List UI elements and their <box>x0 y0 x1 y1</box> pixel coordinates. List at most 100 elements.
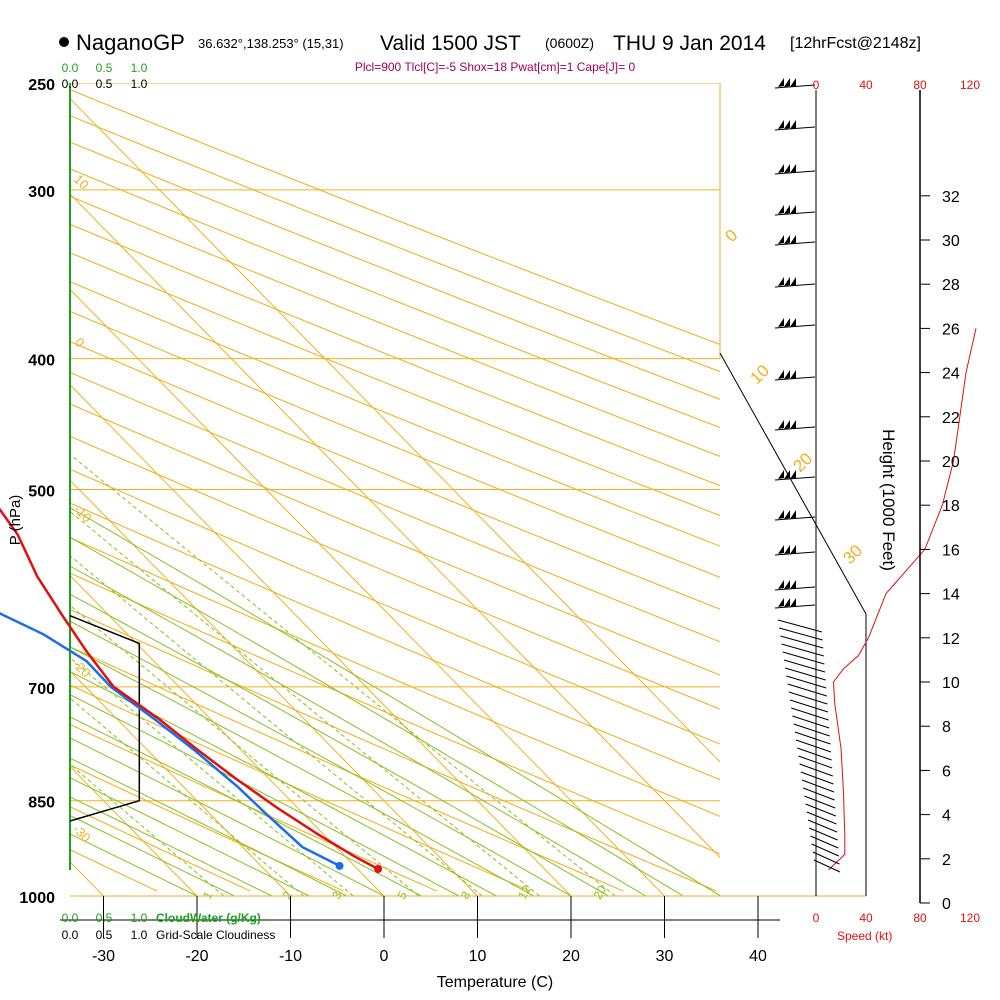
wind-barb <box>780 635 824 649</box>
wind-barb-flag <box>784 235 790 244</box>
wind-barb <box>774 426 816 431</box>
isotherm-label: 30 <box>839 541 866 568</box>
isotherm-line <box>70 193 720 858</box>
wind-barb <box>774 551 816 556</box>
svg-text:1.0: 1.0 <box>131 911 148 925</box>
isotherm-label-left: 10 <box>71 172 92 193</box>
moist-adiabat-line <box>70 536 684 896</box>
height-tick-label: 32 <box>942 189 960 206</box>
dewpoint-trace <box>0 612 341 868</box>
wind-barb-flag <box>784 164 790 173</box>
svg-text:120: 120 <box>960 78 980 92</box>
wind-barb-flag <box>790 277 796 286</box>
height-tick-label: 18 <box>942 498 960 515</box>
wind-barb-flag <box>784 120 790 129</box>
wind-barb-flag <box>790 78 796 87</box>
wind-barb-flag <box>778 545 784 554</box>
valid-date: THU 9 Jan 2014 <box>613 32 766 55</box>
wind-barb-flag <box>790 598 796 607</box>
wind-barb <box>797 747 832 761</box>
wind-barb <box>813 859 841 873</box>
svg-text:80: 80 <box>913 911 927 925</box>
height-tick-label: 22 <box>942 410 960 427</box>
pressure-tick-label: 250 <box>28 77 55 94</box>
dry-adiabat-line <box>70 340 720 610</box>
height-tick-label: 16 <box>942 542 960 559</box>
wind-barb-flag <box>778 235 784 244</box>
dry-adiabat-line <box>70 502 720 781</box>
wind-panel-diagonal <box>719 352 867 615</box>
dry-adiabat-line <box>70 468 720 745</box>
station-coords: 36.632°,138.253° (15,31) <box>198 36 344 51</box>
wind-barb-flag <box>778 277 784 286</box>
svg-text:1.0: 1.0 <box>131 928 148 942</box>
height-tick-label: 20 <box>942 454 960 471</box>
isotherm-line <box>70 574 385 896</box>
speed-scale-top: 0 40 80 120 <box>813 78 981 92</box>
height-tick-label: 26 <box>942 321 960 338</box>
isotherm-line <box>0 83 10 896</box>
wind-barb <box>774 324 816 329</box>
wind-barb-flag <box>790 318 796 327</box>
wind-barb <box>774 604 816 609</box>
wind-barb <box>805 803 836 817</box>
cloudwater-scale-top: 0.0 0.5 1.0 0.0 0.5 1.0 <box>62 61 148 91</box>
wind-barb-flag <box>778 420 784 429</box>
moist-adiabat-line <box>70 777 310 896</box>
isotherm-line <box>70 97 720 763</box>
isotherm-label: 20 <box>789 449 816 476</box>
wind-barb-flag <box>784 470 790 479</box>
wind-barb <box>795 739 832 753</box>
y-axis-title: P (hPa) <box>7 495 24 546</box>
speed-label: Speed (kt) <box>837 929 892 943</box>
cloudiness-label: Grid-Scale Cloudiness <box>156 928 275 942</box>
height-tick-label: 30 <box>942 233 960 250</box>
wind-barb-flag <box>778 205 784 214</box>
dry-adiabat-line <box>70 684 531 892</box>
wind-barb <box>798 755 833 769</box>
moist-adiabat-line <box>70 796 273 896</box>
wind-barb <box>774 476 816 481</box>
pressure-tick-label: 850 <box>28 795 55 812</box>
dry-adiabat-line <box>70 646 624 892</box>
dry-adiabat-line <box>70 168 720 429</box>
cloudwater-label: CloudWater (g/Kg) <box>156 911 261 925</box>
temp-tick-label: 20 <box>562 948 580 965</box>
wind-barb <box>799 763 833 777</box>
height-tick-label: 8 <box>942 719 951 736</box>
moist-adiabat-line <box>70 593 609 896</box>
height-axis-title: Height (1000 Feet) <box>879 429 898 571</box>
pressure-tick-label: 300 <box>28 184 55 201</box>
mixing-ratio-line <box>70 510 540 896</box>
isotherm-line <box>70 479 478 896</box>
cloudiness-trace <box>69 615 141 822</box>
wind-barb <box>774 84 816 89</box>
wind-barb <box>774 170 816 175</box>
height-tick-label: 6 <box>942 763 951 780</box>
moist-adiabat-line <box>70 670 497 896</box>
dry-adiabat-line <box>70 89 720 345</box>
stability-indices: Plcl=900 Tlcl[C]=-5 Shox=18 Pwat[cm]=1 C… <box>355 60 636 74</box>
wind-barb-flag <box>790 545 796 554</box>
mixing-ratio-label: 1 <box>200 889 216 902</box>
dry-adiabat-line <box>70 115 720 373</box>
height-tick-label: 14 <box>942 587 960 604</box>
wind-barb <box>774 516 816 521</box>
temp-tick-label: -10 <box>279 948 302 965</box>
svg-text:120: 120 <box>960 911 980 925</box>
wind-barb-flag <box>784 370 790 379</box>
svg-text:0.5: 0.5 <box>96 911 113 925</box>
wind-barb-flag <box>784 580 790 589</box>
temperature-trace <box>0 507 379 871</box>
x-axis-title: Temperature (C) <box>437 974 553 991</box>
height-tick-label: 4 <box>942 808 951 825</box>
svg-text:1.0: 1.0 <box>131 77 148 91</box>
wind-barb <box>774 376 816 381</box>
wind-barb <box>807 819 838 833</box>
wind-barb <box>783 659 826 673</box>
dry-adiabat-line <box>70 141 720 400</box>
wind-barb <box>785 667 826 681</box>
dry-adiabat-line <box>70 435 720 710</box>
